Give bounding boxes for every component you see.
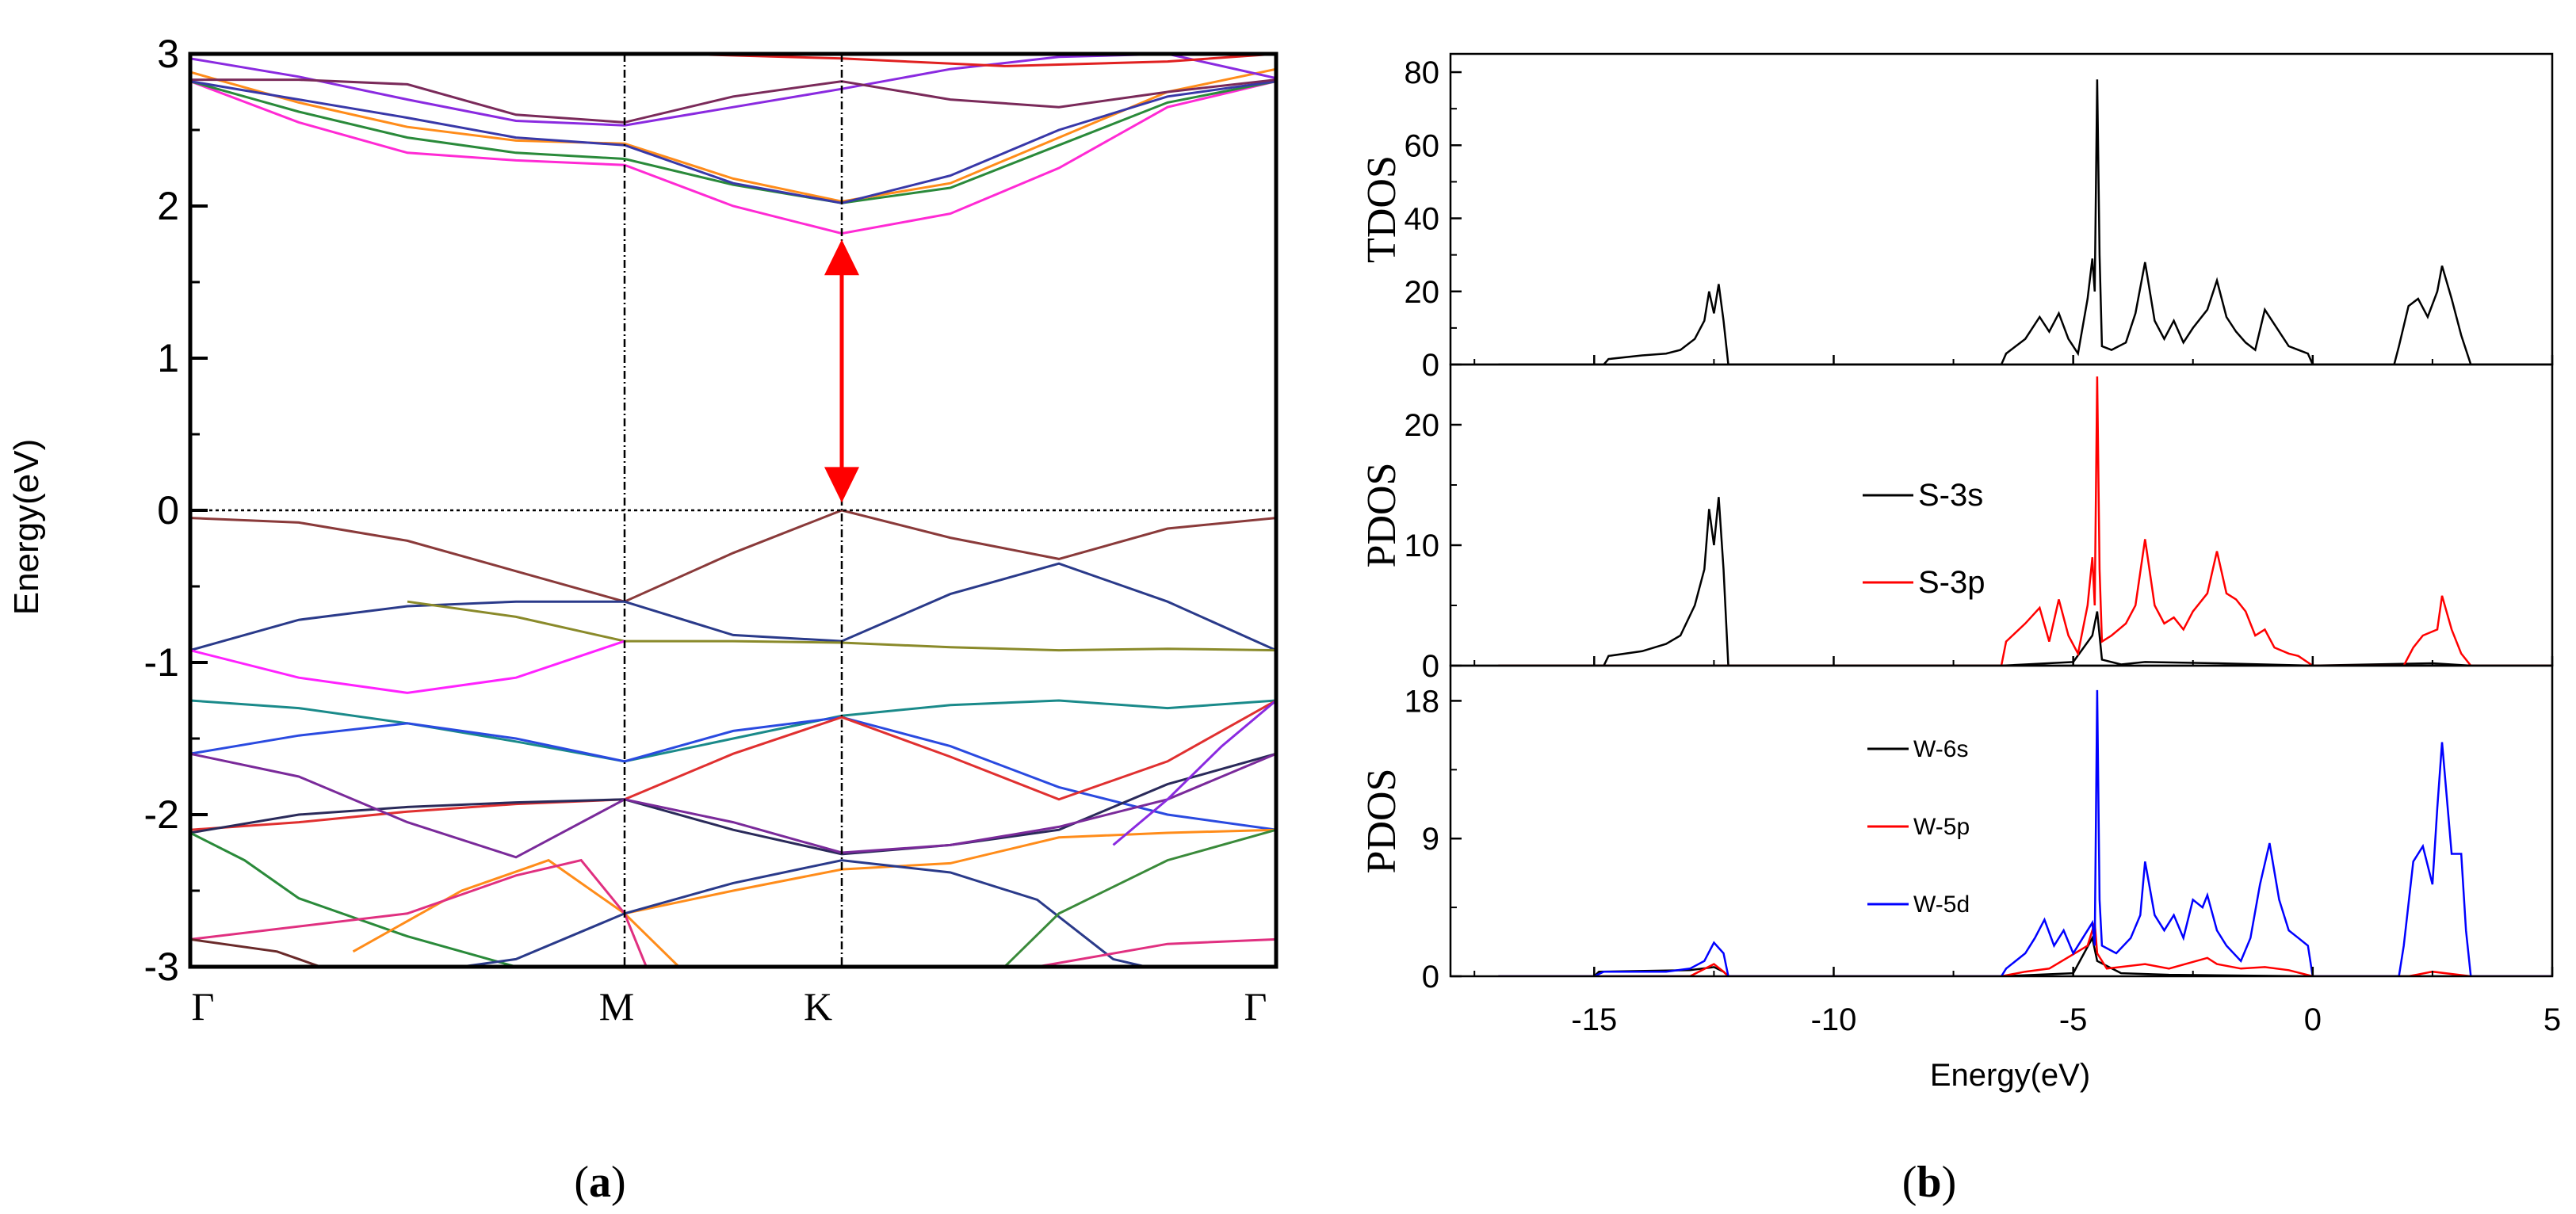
- y-tick-label: 3: [157, 32, 179, 76]
- band-cb7: [678, 54, 1276, 67]
- band-cb1: [190, 80, 1276, 235]
- band-vb17: [190, 937, 321, 967]
- y-tick-label: -1: [144, 640, 179, 685]
- dos-subplot-1: [1498, 79, 2552, 365]
- dos-curve-w-6s: [1498, 935, 2552, 976]
- band-cb5: [190, 54, 1276, 127]
- dos-curve-w-5p: [1498, 922, 2552, 976]
- band-vb13: [190, 858, 648, 967]
- x-tick-label-k: K: [804, 984, 832, 1029]
- dos-x-axis-label: Energy(eV): [1930, 1058, 2090, 1093]
- band-vb6: [190, 716, 1276, 831]
- dos-curve-tdos: [1498, 79, 2552, 365]
- panel-b-label: (b): [1902, 1158, 1956, 1207]
- band-vb14: [461, 859, 1146, 967]
- y-tick-label: 1: [157, 336, 179, 380]
- dos-y-tick-label: 0: [1422, 960, 1439, 994]
- dos-x-tick-label: 0: [2304, 1002, 2322, 1037]
- dos-y-tick-label: 9: [1422, 822, 1439, 857]
- dos-plot-area: [1498, 79, 2552, 976]
- dos-y-tick-label: 60: [1405, 128, 1440, 163]
- dos-y-axis-label-1: TDOS: [1359, 155, 1405, 263]
- dos-y-tick-label: 0: [1422, 348, 1439, 383]
- legend-label-s-3p: S-3p: [1918, 565, 1986, 600]
- band-vb12: [352, 858, 680, 967]
- dos-subplot-frame: [1449, 363, 2554, 667]
- band-structure-panel: Energy(eV) 3 2 1 0 -1 -2 -3 Γ M K Γ (a): [7, 32, 1278, 1207]
- band-lines: [190, 54, 1276, 967]
- y-tick-label: 2: [157, 184, 179, 228]
- legend-label-w-5p: W-5p: [1913, 814, 1970, 840]
- legend-label-s-3s: S-3s: [1918, 478, 1983, 513]
- dos-y-tick-label: 80: [1405, 55, 1440, 90]
- band-vb5: [190, 699, 1276, 763]
- dos-x-tick-label: -5: [2059, 1002, 2088, 1037]
- band-vb7: [190, 699, 1276, 831]
- dos-y-axis-label-3: PDOS: [1359, 769, 1405, 874]
- x-tick-label-: Γ: [192, 984, 215, 1029]
- x-tick-label-m: M: [599, 984, 634, 1029]
- y-tick-label: -2: [144, 792, 179, 837]
- legend-label-w-5d: W-5d: [1913, 891, 1970, 918]
- panel-a-label: (a): [574, 1158, 625, 1207]
- dos-subplot-frame: [1449, 52, 2554, 366]
- band-vb18: [1112, 699, 1276, 846]
- band-structure-y-axis: 3 2 1 0 -1 -2 -3: [144, 32, 208, 989]
- x-tick-label-: Γ: [1244, 984, 1267, 1029]
- dos-x-tick-label: 5: [2544, 1002, 2561, 1037]
- band-vb15: [1003, 828, 1276, 967]
- band-cb4: [190, 80, 1276, 204]
- band-vb10: [624, 828, 1276, 915]
- dos-curve-s-3p: [1498, 376, 2552, 666]
- y-tick-label: -3: [144, 945, 179, 989]
- dos-y-tick-label: 20: [1405, 408, 1440, 443]
- dos-subplot-3: [1498, 689, 2552, 976]
- dos-curve-s-3s: [1498, 497, 2552, 666]
- dos-y-axis-label-2: PDOS: [1359, 463, 1405, 568]
- band-cb2: [190, 80, 1276, 204]
- band-vb16: [1037, 937, 1276, 967]
- dos-y-tick-label: 40: [1405, 202, 1440, 237]
- dos-x-tick-label: -15: [1571, 1002, 1617, 1037]
- band-vb1: [190, 509, 1276, 603]
- dos-curve-w-5d: [1498, 689, 2552, 976]
- panel-b-label-letter: b: [1917, 1158, 1941, 1207]
- band-vb9: [190, 752, 1276, 859]
- band-vb8: [190, 752, 1276, 856]
- dos-y-tick-label: 0: [1422, 649, 1439, 684]
- band-cb3: [190, 67, 1276, 203]
- band-structure-y-axis-label: Energy(eV): [7, 439, 46, 616]
- dos-subplot-2: [1498, 376, 2552, 666]
- band-gap-arrow-head-top: [824, 239, 859, 276]
- dos-y-tick-label: 18: [1405, 684, 1440, 719]
- dos-x-tick-label: -10: [1811, 1002, 1857, 1037]
- dos-subplot-frame: [1449, 664, 2554, 978]
- dos-y-tick-label: 10: [1405, 529, 1440, 563]
- band-structure-plot-area: [190, 54, 1276, 967]
- panel-a-label-letter: a: [589, 1158, 611, 1207]
- band-cb6: [190, 78, 1276, 124]
- band-vb2: [190, 562, 1276, 652]
- dos-y-tick-label: 20: [1405, 275, 1440, 310]
- legend-label-w-6s: W-6s: [1913, 736, 1968, 762]
- band-vb4: [190, 639, 625, 694]
- band-gap-arrow-head-bottom: [824, 467, 859, 503]
- band-vb11: [190, 831, 517, 967]
- y-tick-label: 0: [157, 488, 179, 533]
